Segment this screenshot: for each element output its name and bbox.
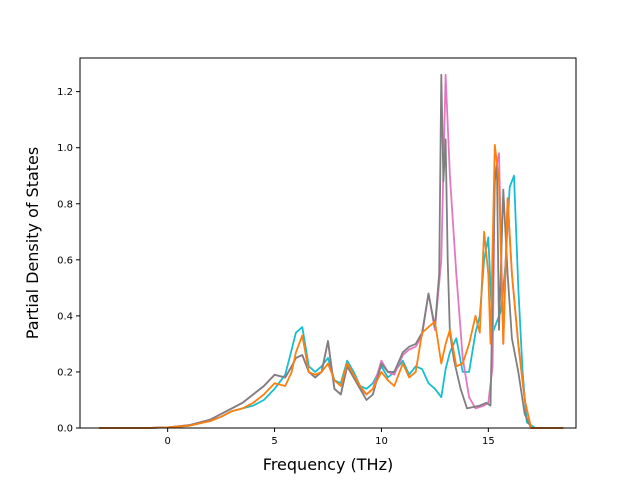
series-layer: [99, 73, 564, 429]
y-tick-label: 0.0: [57, 424, 73, 435]
y-tick-label: 1.2: [57, 87, 73, 98]
plot-frame: [79, 57, 577, 429]
y-axis-label: Partial Density of States: [23, 147, 42, 339]
x-axis-label: Frequency (THz): [263, 455, 393, 474]
y-tick-label: 1.0: [57, 143, 73, 154]
x-tick-label: 0: [164, 436, 170, 447]
y-tick-label: 0.2: [57, 367, 73, 378]
x-tick-label: 5: [271, 436, 277, 447]
y-tick-label: 0.6: [57, 255, 73, 266]
series-line-1: [99, 174, 564, 429]
x-tick-label: 10: [375, 436, 388, 447]
axes-layer: 0 5 10 15 0.0 0.2 0.4 0.6 0.8 1.0 1.2: [57, 87, 495, 447]
y-tick-label: 0.4: [57, 311, 73, 322]
series-line-4: [99, 143, 564, 429]
y-tick-label: 0.8: [57, 199, 73, 210]
x-tick-label: 15: [482, 436, 495, 447]
series-line-3: [99, 73, 564, 429]
